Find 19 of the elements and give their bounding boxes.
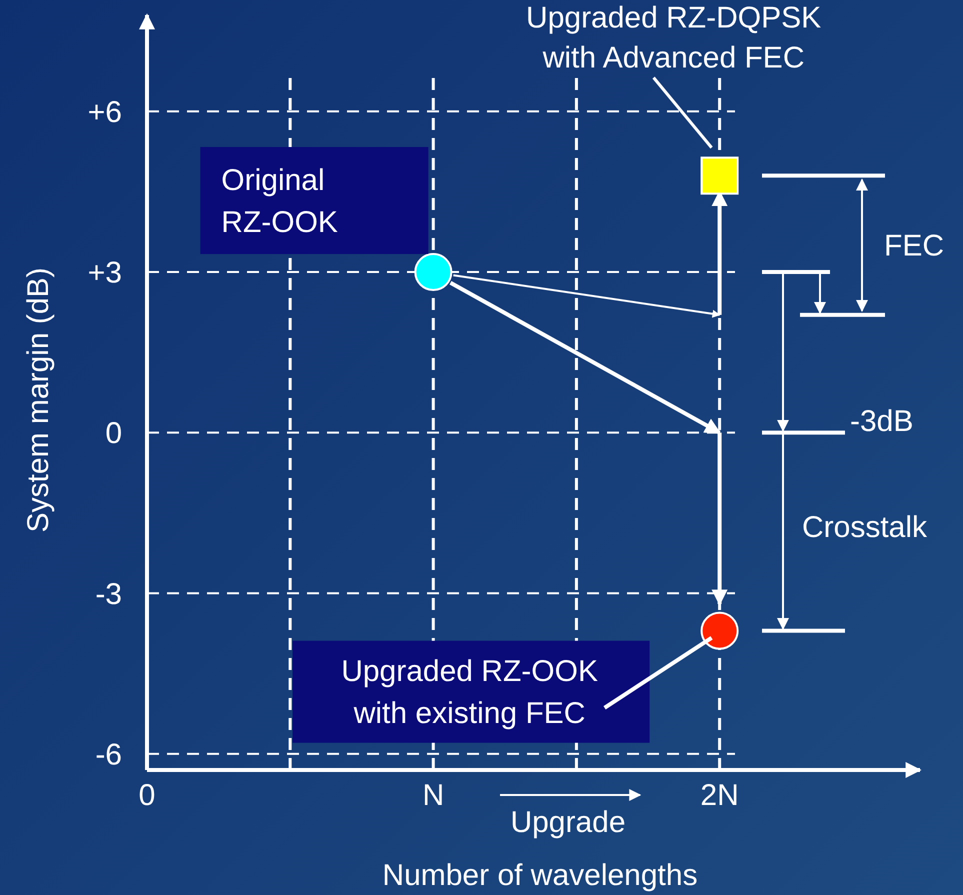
annotation: Crosstalk xyxy=(802,511,928,544)
y-tick-label: -3 xyxy=(95,578,122,611)
annotation: Original RZ-OOK xyxy=(221,164,338,240)
x-tick-label: 2N xyxy=(700,779,739,812)
label-box: Original RZ-OOK xyxy=(200,147,428,254)
y-tick-label: -6 xyxy=(95,738,122,772)
annotation: -3dB xyxy=(850,405,914,438)
annotation: Upgraded RZ-OOK with existing FEC xyxy=(341,654,598,730)
annotation: Upgraded RZ-DQPSK with Advanced FEC xyxy=(526,2,822,75)
y-tick-label: +3 xyxy=(88,256,122,290)
x-tick-label: N xyxy=(422,779,444,812)
y-axis-title: System margin (dB) xyxy=(22,267,55,533)
text: Upgrade xyxy=(510,806,626,839)
x-axis-title: Number of wavelengths xyxy=(382,859,698,892)
x-tick-label: 0 xyxy=(138,779,156,812)
y-tick-label: 0 xyxy=(105,417,122,450)
label-box: Upgraded RZ-OOK with existing FEC xyxy=(292,640,650,743)
annotation: FEC xyxy=(884,230,944,263)
y-tick-label: +6 xyxy=(88,96,122,129)
